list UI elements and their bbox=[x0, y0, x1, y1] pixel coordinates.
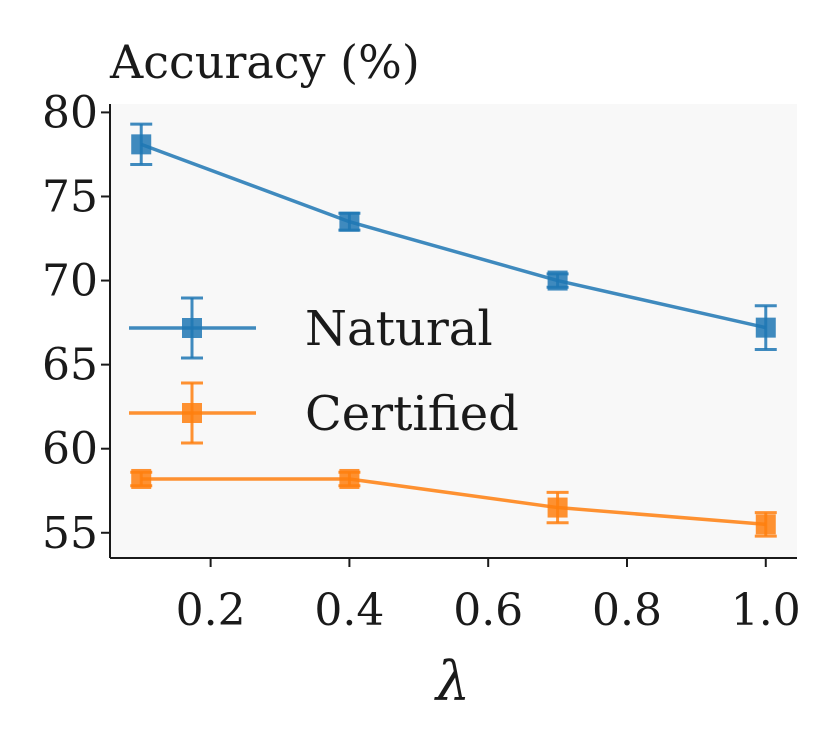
x-tick-label-2: 0.6 bbox=[453, 585, 523, 636]
chart-title: Accuracy (%) bbox=[109, 35, 420, 89]
legend-item-certified: Certified bbox=[129, 381, 519, 445]
series-natural bbox=[130, 122, 777, 351]
y-tick-label-65: 65 bbox=[42, 340, 98, 391]
certified-point-2 bbox=[547, 497, 568, 518]
x-tick-label-1: 0.4 bbox=[314, 585, 384, 636]
natural-point-2 bbox=[547, 270, 568, 291]
natural-point-3 bbox=[755, 317, 776, 338]
y-tick-label-70: 70 bbox=[42, 256, 98, 307]
series-certified bbox=[130, 468, 777, 538]
plot-background bbox=[110, 104, 797, 558]
x-axis-label: λ bbox=[434, 650, 470, 713]
natural-line bbox=[140, 142, 767, 330]
legend-natural-marker bbox=[182, 318, 202, 338]
x-tick-label-4: 1.0 bbox=[731, 585, 801, 636]
legend-natural-label: Natural bbox=[305, 301, 493, 357]
y-tick-label-80: 80 bbox=[42, 87, 98, 138]
natural-point-1 bbox=[339, 211, 360, 232]
certified-line bbox=[141, 477, 766, 527]
legend-item-natural: Natural bbox=[129, 296, 493, 360]
x-axis: 0.2 0.4 0.6 0.8 1.0 bbox=[110, 557, 801, 636]
x-tick-label-0: 0.2 bbox=[176, 585, 246, 636]
certified-point-3 bbox=[755, 514, 776, 535]
natural-point-0 bbox=[131, 134, 152, 155]
certified-point-0 bbox=[131, 468, 152, 489]
series-layer bbox=[130, 122, 777, 538]
y-tick-label-75: 75 bbox=[42, 171, 98, 222]
legend-certified-marker bbox=[182, 403, 202, 423]
y-tick-label-60: 60 bbox=[42, 424, 98, 475]
y-axis: 55 60 65 70 75 80 bbox=[42, 87, 111, 559]
legend: Natural Certified bbox=[129, 296, 519, 445]
certified-point-1 bbox=[339, 468, 360, 489]
x-tick-label-3: 0.8 bbox=[592, 585, 662, 636]
legend-certified-label: Certified bbox=[305, 386, 519, 442]
y-tick-label-55: 55 bbox=[42, 508, 98, 559]
